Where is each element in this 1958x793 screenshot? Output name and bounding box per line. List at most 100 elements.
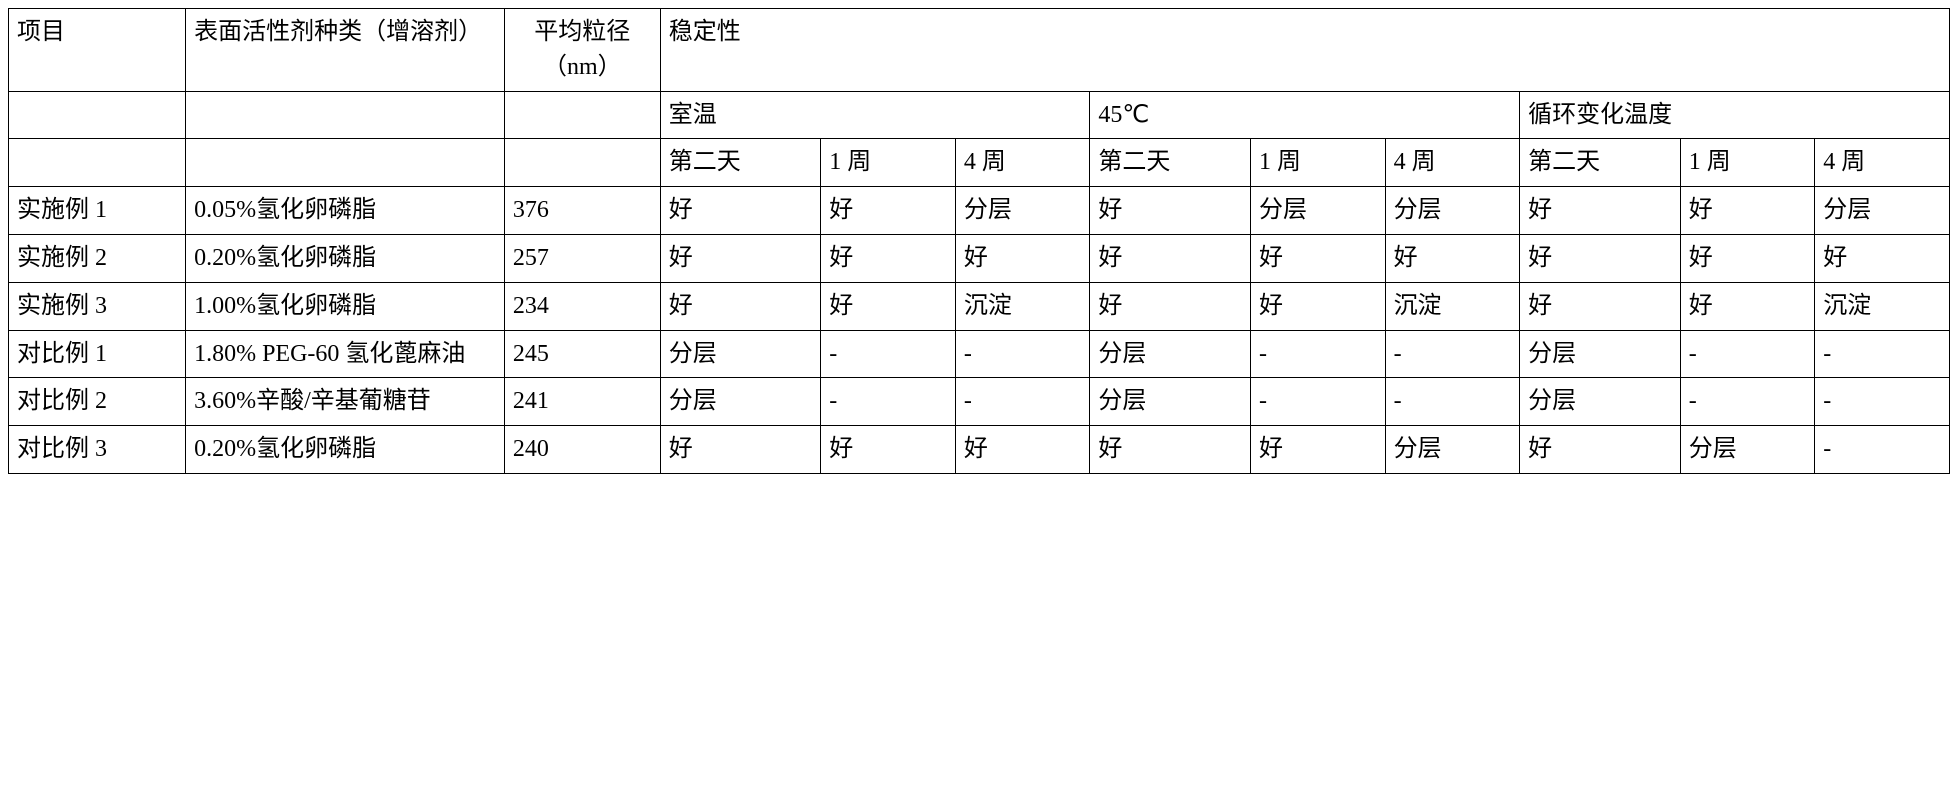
cell-value: -: [1250, 378, 1385, 426]
cell-value: 沉淀: [955, 282, 1090, 330]
cell-value: 分层: [660, 378, 821, 426]
cell-value: 好: [1680, 187, 1815, 235]
cell-value: 分层: [1250, 187, 1385, 235]
cell-value: 好: [1385, 234, 1520, 282]
blank-cell: [186, 139, 505, 187]
cell-project: 对比例 2: [9, 378, 186, 426]
blank-cell: [9, 91, 186, 139]
blank-cell: [504, 139, 660, 187]
cell-value: 好: [1250, 234, 1385, 282]
cell-project: 对比例 1: [9, 330, 186, 378]
cell-value: 好: [1680, 234, 1815, 282]
cell-surfactant: 0.20%氢化卵磷脂: [186, 234, 505, 282]
cell-diameter: 240: [504, 426, 660, 474]
blank-cell: [504, 91, 660, 139]
header-cycle-week4: 4 周: [1815, 139, 1950, 187]
cell-value: -: [1815, 378, 1950, 426]
cell-value: 分层: [1090, 330, 1251, 378]
cell-surfactant: 3.60%辛酸/辛基葡糖苷: [186, 378, 505, 426]
header-project: 项目: [9, 9, 186, 92]
cell-value: -: [1815, 426, 1950, 474]
cell-value: 好: [1090, 234, 1251, 282]
table-row: 对比例 2 3.60%辛酸/辛基葡糖苷 241 分层 - - 分层 - - 分层…: [9, 378, 1950, 426]
header-rt-week1: 1 周: [821, 139, 956, 187]
blank-cell: [9, 139, 186, 187]
header-row-2: 室温 45℃ 循环变化温度: [9, 91, 1950, 139]
cell-value: -: [1385, 330, 1520, 378]
cell-value: 好: [660, 282, 821, 330]
cell-surfactant: 0.05%氢化卵磷脂: [186, 187, 505, 235]
cell-value: 好: [821, 187, 956, 235]
header-room-temp: 室温: [660, 91, 1090, 139]
cell-value: 分层: [955, 187, 1090, 235]
header-row-1: 项目 表面活性剂种类（增溶剂） 平均粒径（nm） 稳定性: [9, 9, 1950, 92]
cell-project: 实施例 2: [9, 234, 186, 282]
cell-value: 好: [821, 282, 956, 330]
cell-value: 好: [660, 426, 821, 474]
cell-project: 实施例 3: [9, 282, 186, 330]
cell-value: 好: [821, 426, 956, 474]
cell-value: 好: [660, 234, 821, 282]
cell-value: -: [1385, 378, 1520, 426]
cell-value: 沉淀: [1815, 282, 1950, 330]
header-row-3: 第二天 1 周 4 周 第二天 1 周 4 周 第二天 1 周 4 周: [9, 139, 1950, 187]
cell-value: 分层: [1520, 330, 1681, 378]
cell-diameter: 257: [504, 234, 660, 282]
cell-value: 好: [1090, 426, 1251, 474]
stability-table: 项目 表面活性剂种类（增溶剂） 平均粒径（nm） 稳定性 室温 45℃ 循环变化…: [8, 8, 1950, 474]
cell-value: 好: [1090, 187, 1251, 235]
header-cycle-day2: 第二天: [1520, 139, 1681, 187]
cell-value: 好: [1520, 234, 1681, 282]
cell-diameter: 234: [504, 282, 660, 330]
cell-value: 分层: [660, 330, 821, 378]
cell-project: 对比例 3: [9, 426, 186, 474]
cell-value: 分层: [1520, 378, 1681, 426]
table-body: 项目 表面活性剂种类（增溶剂） 平均粒径（nm） 稳定性 室温 45℃ 循环变化…: [9, 9, 1950, 474]
header-rt-week4: 4 周: [955, 139, 1090, 187]
cell-value: 好: [1520, 187, 1681, 235]
header-cycle-week1: 1 周: [1680, 139, 1815, 187]
cell-value: 好: [1680, 282, 1815, 330]
cell-value: 好: [660, 187, 821, 235]
cell-value: 好: [955, 426, 1090, 474]
cell-value: 分层: [1090, 378, 1251, 426]
cell-value: 好: [1090, 282, 1251, 330]
cell-value: -: [1250, 330, 1385, 378]
table-row: 对比例 3 0.20%氢化卵磷脂 240 好 好 好 好 好 分层 好 分层 -: [9, 426, 1950, 474]
cell-value: 好: [1520, 426, 1681, 474]
cell-diameter: 245: [504, 330, 660, 378]
cell-surfactant: 1.80% PEG-60 氢化蓖麻油: [186, 330, 505, 378]
cell-diameter: 376: [504, 187, 660, 235]
cell-value: 沉淀: [1385, 282, 1520, 330]
header-stability: 稳定性: [660, 9, 1949, 92]
cell-value: -: [1815, 330, 1950, 378]
cell-value: -: [955, 378, 1090, 426]
cell-value: -: [955, 330, 1090, 378]
header-cycle: 循环变化温度: [1520, 91, 1950, 139]
cell-value: 好: [1520, 282, 1681, 330]
cell-value: 分层: [1385, 187, 1520, 235]
cell-value: 好: [1250, 282, 1385, 330]
cell-value: -: [1680, 330, 1815, 378]
cell-surfactant: 1.00%氢化卵磷脂: [186, 282, 505, 330]
cell-value: 分层: [1385, 426, 1520, 474]
table-row: 实施例 2 0.20%氢化卵磷脂 257 好 好 好 好 好 好 好 好 好: [9, 234, 1950, 282]
cell-surfactant: 0.20%氢化卵磷脂: [186, 426, 505, 474]
header-45c-week1: 1 周: [1250, 139, 1385, 187]
cell-value: 分层: [1815, 187, 1950, 235]
header-45c: 45℃: [1090, 91, 1520, 139]
header-45c-day2: 第二天: [1090, 139, 1251, 187]
cell-value: -: [1680, 378, 1815, 426]
cell-value: 好: [955, 234, 1090, 282]
header-diameter: 平均粒径（nm）: [504, 9, 660, 92]
cell-value: 好: [1250, 426, 1385, 474]
header-surfactant: 表面活性剂种类（增溶剂）: [186, 9, 505, 92]
header-rt-day2: 第二天: [660, 139, 821, 187]
cell-value: 分层: [1680, 426, 1815, 474]
table-row: 实施例 1 0.05%氢化卵磷脂 376 好 好 分层 好 分层 分层 好 好 …: [9, 187, 1950, 235]
cell-value: -: [821, 378, 956, 426]
cell-diameter: 241: [504, 378, 660, 426]
header-45c-week4: 4 周: [1385, 139, 1520, 187]
cell-value: 好: [821, 234, 956, 282]
cell-value: -: [821, 330, 956, 378]
